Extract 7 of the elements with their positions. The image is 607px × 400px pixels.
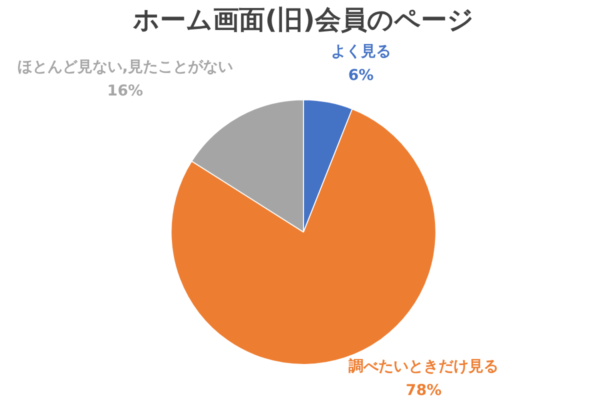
chart-title: ホーム画面(旧)会員のページ <box>132 5 474 36</box>
slice-label: ほとんど見ない,見たことがない <box>17 58 233 76</box>
data-label: 78% <box>406 381 442 400</box>
slice-label: よく見る <box>330 42 391 60</box>
slice-label: 調べたいときだけ見る <box>348 357 499 376</box>
data-label: 16% <box>107 82 144 100</box>
data-label: 6% <box>348 66 374 84</box>
